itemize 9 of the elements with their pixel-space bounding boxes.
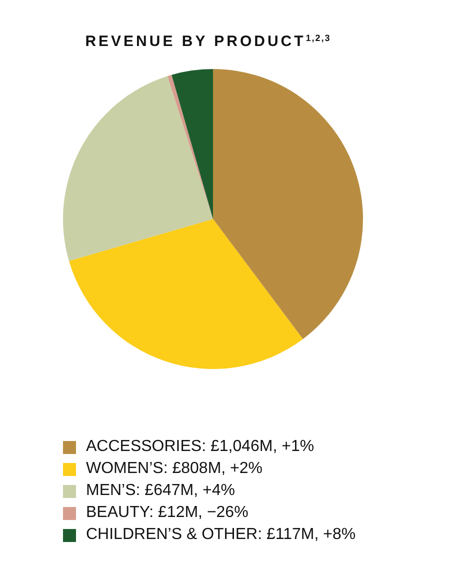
legend-label: WOMEN’S: £808M, +2% bbox=[86, 460, 262, 478]
legend-label: CHILDREN’S & OTHER: £117M, +8% bbox=[86, 526, 356, 544]
legend-label: MEN’S: £647M, +4% bbox=[86, 482, 235, 500]
legend-label: BEAUTY: £12M, −26% bbox=[86, 504, 248, 522]
pie-slice bbox=[68, 219, 303, 369]
pie-slice bbox=[213, 69, 363, 340]
legend-label: ACCESSORIES: £1,046M, +1% bbox=[86, 438, 314, 456]
chart-title: REVENUE BY PRODUCT$^{1,2,3}$ bbox=[85, 33, 331, 50]
pie-slice bbox=[63, 76, 213, 261]
